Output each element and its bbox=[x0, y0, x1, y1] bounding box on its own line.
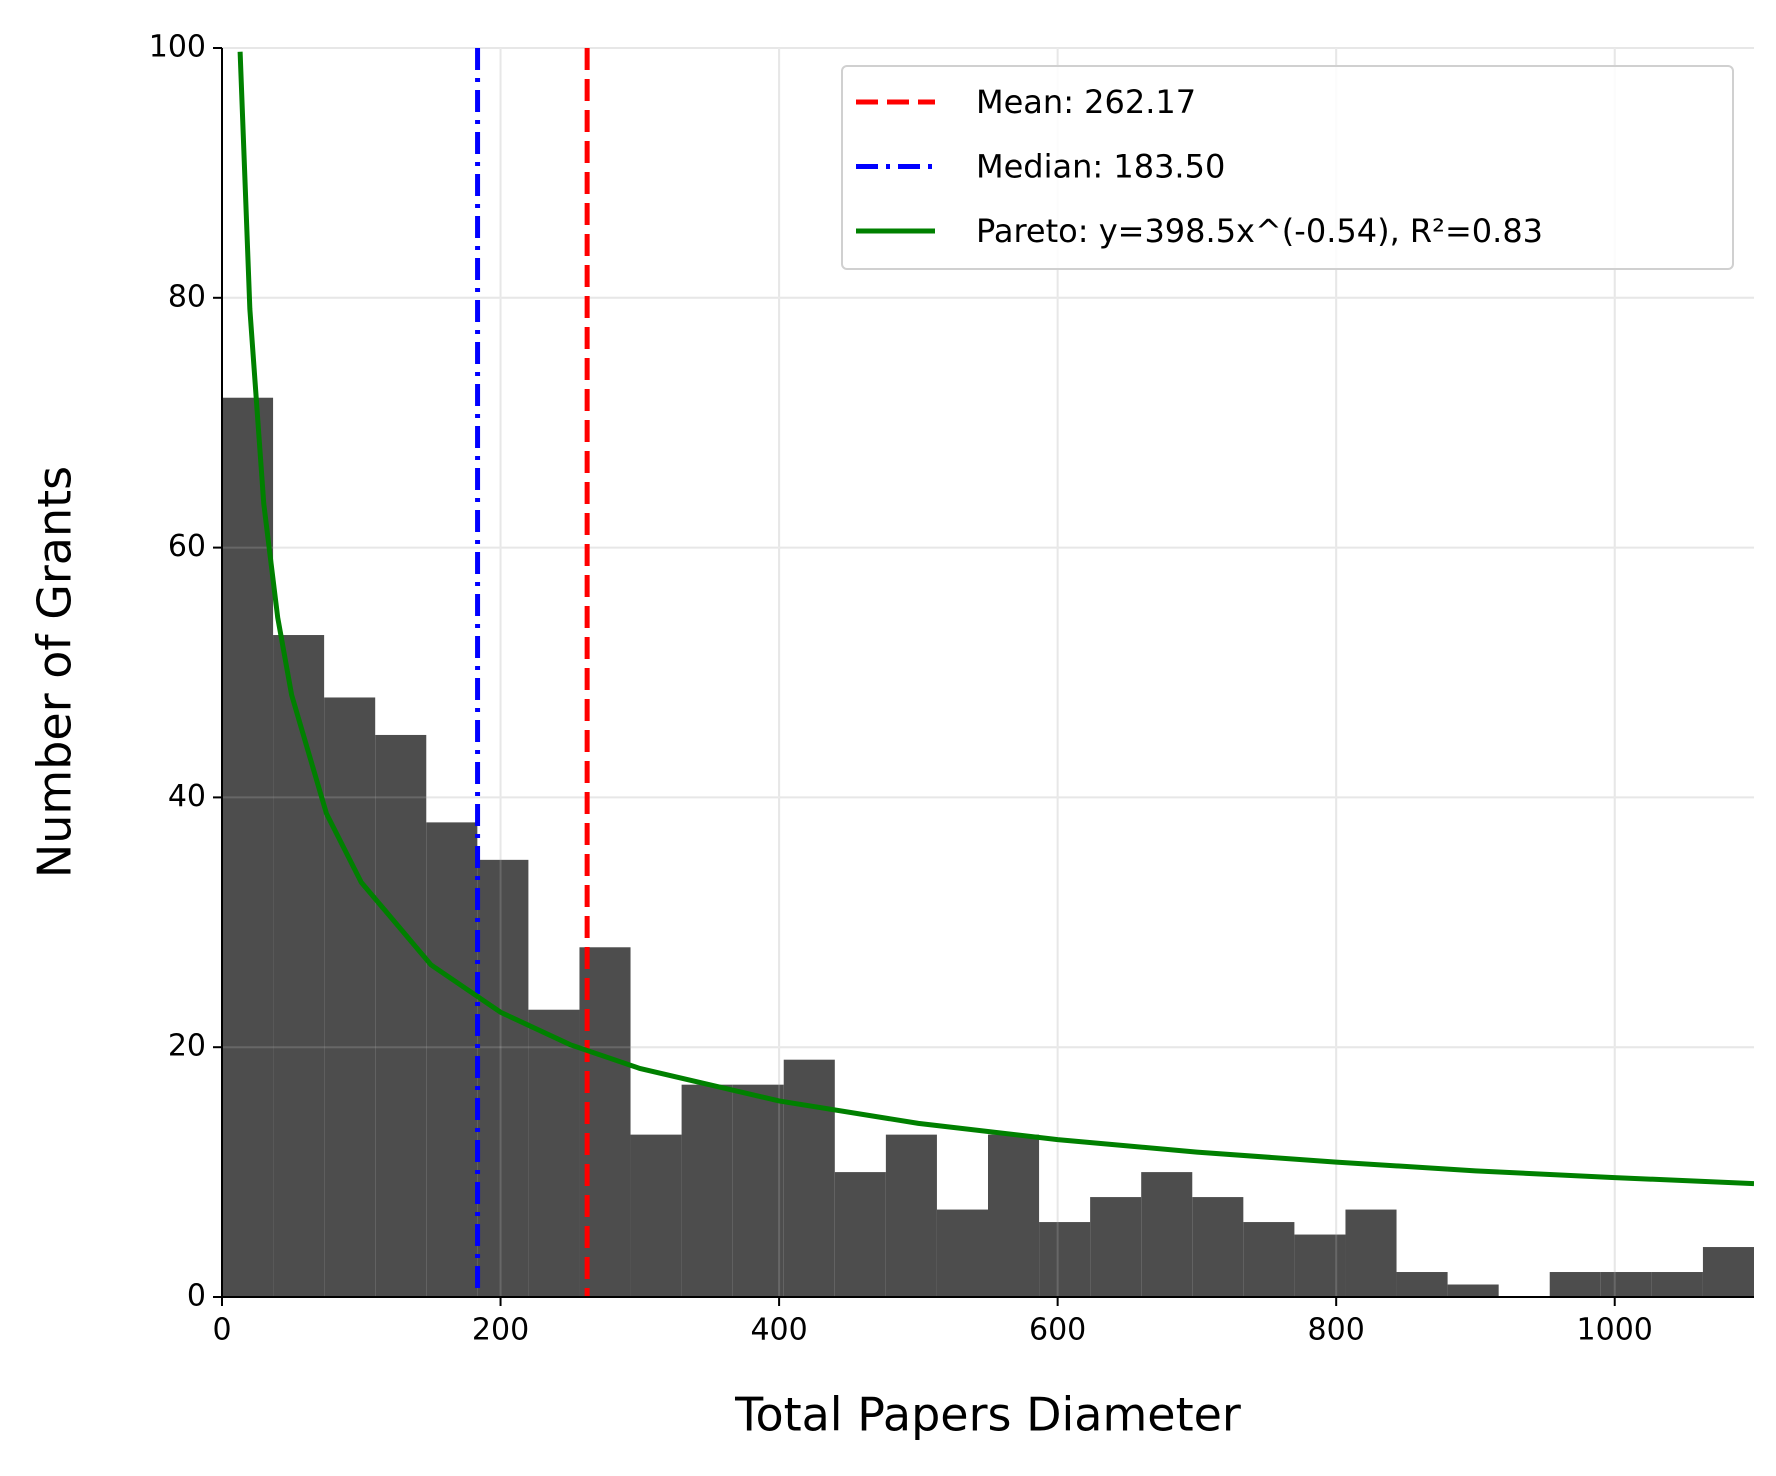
x-tick-label: 200 bbox=[472, 1313, 529, 1348]
bar bbox=[273, 635, 325, 1297]
bar bbox=[375, 734, 427, 1297]
bar bbox=[1192, 1197, 1244, 1297]
bar bbox=[1141, 1172, 1193, 1297]
bar bbox=[732, 1084, 784, 1297]
y-tick-label: 40 bbox=[168, 779, 206, 814]
bar bbox=[426, 822, 478, 1297]
bar bbox=[1396, 1272, 1448, 1297]
x-tick-label: 800 bbox=[1308, 1313, 1365, 1348]
legend-label: Median: 183.50 bbox=[976, 148, 1225, 186]
bar bbox=[477, 859, 529, 1297]
x-tick-label: 1000 bbox=[1577, 1313, 1653, 1348]
bar bbox=[988, 1134, 1040, 1297]
bar bbox=[630, 1134, 682, 1297]
bar bbox=[1243, 1222, 1295, 1297]
y-tick-label: 0 bbox=[187, 1279, 206, 1314]
bar bbox=[1039, 1222, 1091, 1297]
legend-label: Pareto: y=398.5x^(-0.54), R²=0.83 bbox=[976, 212, 1543, 250]
y-axis-label: Number of Grants bbox=[28, 466, 82, 878]
bar bbox=[1651, 1272, 1703, 1297]
x-tick-label: 0 bbox=[212, 1313, 231, 1348]
x-tick-label: 400 bbox=[750, 1313, 807, 1348]
y-tick-label: 80 bbox=[168, 279, 206, 314]
plot-area bbox=[237, 48, 1754, 1297]
y-tick-label: 60 bbox=[168, 529, 206, 564]
bar bbox=[324, 697, 376, 1297]
y-tick-label: 20 bbox=[168, 1029, 206, 1064]
bar bbox=[885, 1134, 937, 1297]
bar bbox=[1090, 1197, 1142, 1297]
bar bbox=[783, 1059, 835, 1297]
y-tick-label: 100 bbox=[149, 30, 206, 65]
bar bbox=[681, 1084, 733, 1297]
bar bbox=[528, 1009, 580, 1297]
bar bbox=[936, 1209, 988, 1297]
bar bbox=[1702, 1247, 1754, 1297]
bar bbox=[1345, 1209, 1397, 1297]
legend-label: Mean: 262.17 bbox=[976, 83, 1196, 121]
bar bbox=[1600, 1272, 1652, 1297]
x-axis-label: Total Papers Diameter bbox=[734, 1388, 1241, 1442]
bar bbox=[222, 397, 274, 1298]
x-tick-label: 600 bbox=[1029, 1313, 1086, 1348]
legend-box bbox=[841, 65, 1734, 270]
bar bbox=[1294, 1234, 1346, 1297]
bar bbox=[1447, 1284, 1499, 1297]
bar bbox=[1549, 1272, 1601, 1297]
fit-curve bbox=[237, 51, 1754, 1187]
bar bbox=[834, 1172, 886, 1297]
